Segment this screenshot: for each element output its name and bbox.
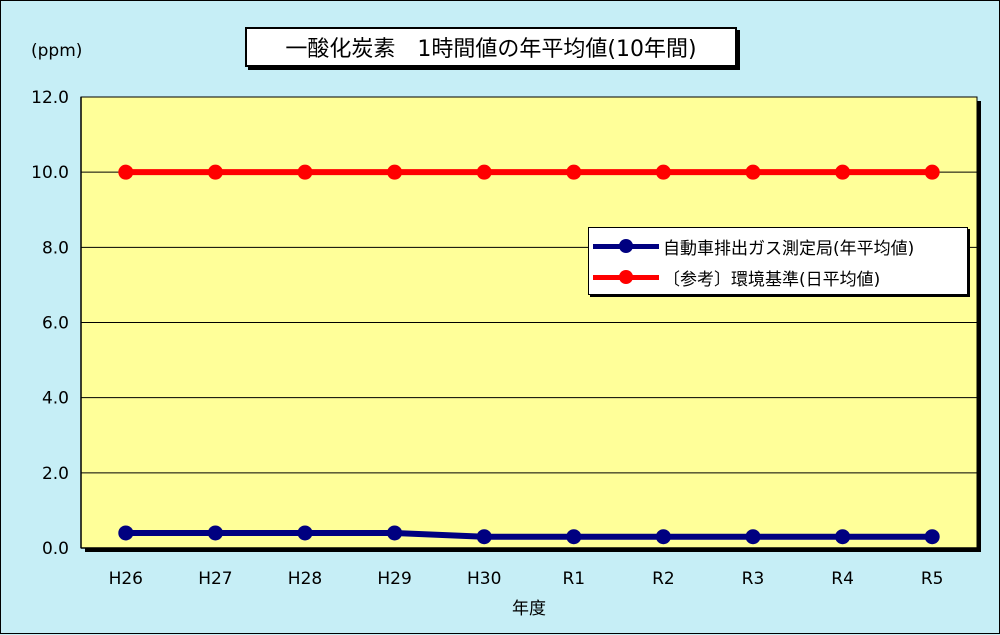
- data-point: [387, 164, 403, 180]
- data-point: [118, 525, 134, 541]
- data-point: [924, 164, 940, 180]
- data-point: [924, 529, 940, 545]
- x-tick-label: H26: [109, 569, 143, 589]
- data-point: [207, 525, 223, 541]
- y-tick-label: 4.0: [42, 389, 69, 409]
- data-point: [297, 525, 313, 541]
- data-point: [835, 529, 851, 545]
- data-point: [655, 164, 671, 180]
- x-axis-title: 年度: [512, 599, 546, 619]
- legend-label-standard: 〔参考〕環境基準(日平均値): [663, 269, 881, 290]
- data-point: [476, 529, 492, 545]
- legend-label-roadside: 自動車排出ガス測定局(年平均値): [663, 238, 915, 259]
- chart-legend: 自動車排出ガス測定局(年平均値) 〔参考〕環境基準(日平均値): [588, 227, 968, 295]
- data-point: [745, 529, 761, 545]
- x-tick-label: R4: [831, 569, 854, 589]
- data-point: [207, 164, 223, 180]
- y-tick-label: 6.0: [42, 314, 69, 334]
- data-point: [297, 164, 313, 180]
- x-tick-label: R1: [562, 569, 585, 589]
- legend-item-roadside: 自動車排出ガス測定局(年平均値): [589, 231, 967, 261]
- series-line-0: [125, 529, 933, 540]
- x-tick-label: H30: [467, 569, 501, 589]
- y-axis-unit-label: (ppm): [31, 41, 83, 61]
- data-point: [566, 529, 582, 545]
- data-point: [476, 164, 492, 180]
- x-tick-label: H28: [288, 569, 322, 589]
- x-tick-label: R2: [652, 569, 675, 589]
- y-tick-label: 10.0: [31, 163, 69, 183]
- data-point: [655, 529, 671, 545]
- data-point: [835, 164, 851, 180]
- y-tick-label: 2.0: [42, 464, 69, 484]
- legend-item-standard: 〔参考〕環境基準(日平均値): [589, 262, 967, 292]
- x-tick-label: H29: [377, 569, 411, 589]
- chart-title: 一酸化炭素 1時間値の年平均値(10年間): [245, 27, 737, 67]
- x-tick-label: R3: [742, 569, 765, 589]
- y-tick-label: 8.0: [42, 238, 69, 258]
- x-tick-label: H27: [198, 569, 232, 589]
- data-point: [566, 164, 582, 180]
- y-tick-label: 12.0: [31, 88, 69, 108]
- y-tick-label: 0.0: [42, 539, 69, 559]
- data-point: [745, 164, 761, 180]
- data-point: [118, 164, 134, 180]
- data-point: [387, 525, 403, 541]
- legend-swatch-standard: [593, 262, 659, 292]
- legend-swatch-roadside: [593, 231, 659, 261]
- x-tick-label: R5: [921, 569, 944, 589]
